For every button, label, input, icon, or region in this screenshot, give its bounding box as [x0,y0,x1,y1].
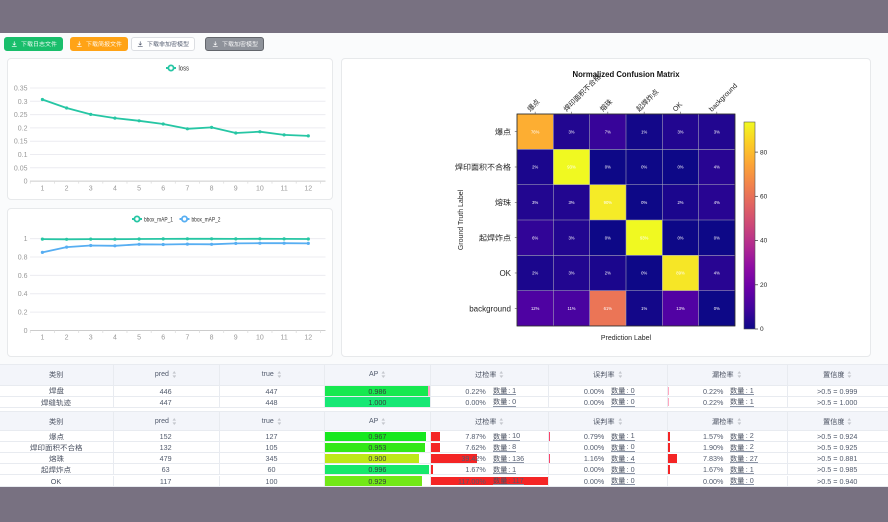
svg-text:5: 5 [137,186,141,193]
svg-text:1%: 1% [641,306,647,311]
svg-text:93%: 93% [567,165,576,170]
svg-text:3%: 3% [677,129,683,134]
svg-text:7%: 7% [605,129,611,134]
svg-text:10: 10 [256,335,264,342]
svg-text:Normalized Confusion Matrix: Normalized Confusion Matrix [573,70,680,79]
svg-text:0: 0 [760,326,764,333]
svg-text:0%: 0% [714,235,720,240]
svg-text:2%: 2% [532,165,538,170]
svg-text:11: 11 [280,186,287,193]
svg-text:3%: 3% [532,200,538,205]
svg-text:5: 5 [137,335,141,342]
svg-text:3%: 3% [568,235,574,240]
svg-text:2: 2 [65,186,69,193]
svg-text:0%: 0% [605,235,611,240]
svg-text:60: 60 [760,194,768,201]
svg-text:90%: 90% [604,200,613,205]
svg-text:3: 3 [89,335,93,342]
svg-text:bbox_mAP_1: bbox_mAP_1 [144,217,173,224]
svg-text:0: 0 [24,328,28,335]
svg-text:background: background [469,304,511,313]
svg-text:0%: 0% [641,271,647,276]
svg-text:93%: 93% [640,235,649,240]
svg-text:40: 40 [760,238,768,245]
svg-text:4: 4 [113,335,117,342]
svg-text:11: 11 [280,335,287,342]
svg-text:4%: 4% [714,271,720,276]
svg-text:Prediction Label: Prediction Label [601,335,652,342]
svg-text:2%: 2% [605,271,611,276]
svg-text:8: 8 [210,186,214,193]
svg-text:Ground Truth Label: Ground Truth Label [458,189,465,250]
svg-text:0.1: 0.1 [18,152,28,159]
svg-text:11%: 11% [567,306,575,311]
svg-text:4: 4 [113,186,117,193]
svg-text:7: 7 [185,335,189,342]
svg-text:OK: OK [672,101,684,113]
svg-text:0.3: 0.3 [18,99,28,106]
svg-text:0: 0 [24,179,28,186]
svg-text:12%: 12% [531,306,540,311]
svg-text:1: 1 [40,186,44,193]
svg-text:0%: 0% [677,165,683,170]
svg-text:0.2: 0.2 [18,125,28,132]
svg-text:61%: 61% [604,306,613,311]
svg-text:4%: 4% [714,200,720,205]
svg-text:0%: 0% [641,165,647,170]
svg-text:background: background [708,83,739,114]
svg-text:1%: 1% [641,129,647,134]
svg-text:89%: 89% [676,271,685,276]
svg-text:2%: 2% [677,200,683,205]
svg-text:6%: 6% [532,235,538,240]
svg-text:4%: 4% [714,165,720,170]
svg-text:6: 6 [161,335,165,342]
svg-text:10: 10 [256,186,264,193]
svg-text:0.4: 0.4 [18,291,28,298]
svg-text:0%: 0% [677,235,683,240]
svg-text:3%: 3% [568,200,574,205]
svg-text:80: 80 [760,149,768,156]
svg-text:3: 3 [89,186,93,193]
svg-text:6: 6 [161,186,165,193]
svg-text:0.8: 0.8 [18,255,28,262]
svg-text:3%: 3% [568,271,574,276]
svg-text:0.6: 0.6 [18,273,28,280]
svg-text:2: 2 [65,335,69,342]
svg-text:2%: 2% [532,271,538,276]
svg-text:13%: 13% [676,306,685,311]
svg-text:3%: 3% [568,129,574,134]
svg-text:20: 20 [760,282,768,289]
svg-text:bbox_mAP_2: bbox_mAP_2 [192,217,221,224]
svg-text:8: 8 [210,335,214,342]
svg-text:9: 9 [234,186,238,193]
svg-text:OK: OK [499,269,511,278]
svg-text:7: 7 [185,186,189,193]
svg-text:0.35: 0.35 [14,86,28,93]
svg-text:1: 1 [40,335,44,342]
svg-text:loss: loss [179,66,190,73]
svg-text:0.2: 0.2 [18,310,28,317]
svg-text:0%: 0% [641,200,647,205]
svg-text:0.05: 0.05 [14,165,28,172]
svg-text:12: 12 [304,335,312,342]
svg-text:1: 1 [24,236,28,243]
svg-text:9: 9 [234,335,238,342]
svg-text:0%: 0% [605,165,611,170]
svg-text:3%: 3% [714,129,720,134]
svg-text:0.25: 0.25 [14,112,28,119]
svg-text:76%: 76% [531,129,540,134]
svg-text:0%: 0% [714,306,720,311]
svg-text:0.15: 0.15 [14,139,28,146]
svg-text:12: 12 [304,186,312,193]
